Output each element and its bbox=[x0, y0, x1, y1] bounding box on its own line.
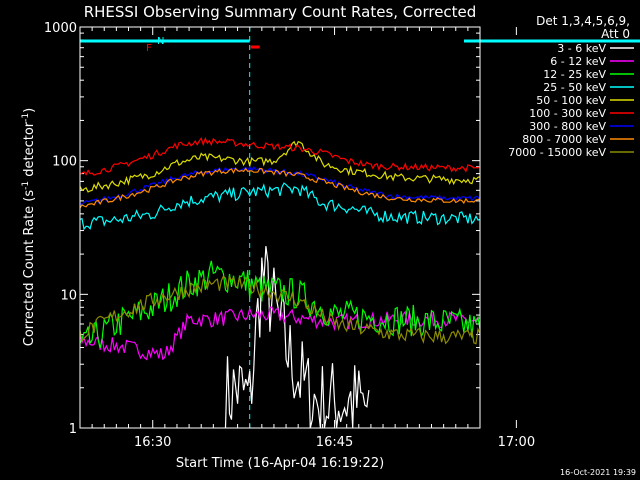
series-line-25-50-kev bbox=[79, 182, 481, 231]
detectors-label: Det 1,3,4,5,6,9, bbox=[536, 14, 630, 28]
timestamp: 16-Oct-2021 19:39 bbox=[560, 468, 636, 477]
series-line-7000-15000-kev bbox=[79, 274, 481, 345]
series-line-300-800-kev bbox=[79, 165, 481, 206]
series-line-800-7000-kev bbox=[79, 167, 481, 209]
y-tick-label: 1 bbox=[69, 422, 77, 437]
y-tick-label: 100 bbox=[52, 155, 77, 170]
y-tick-label: 1000 bbox=[44, 21, 77, 36]
legend-label: 100 - 300 keV bbox=[529, 107, 606, 120]
y-tick-labels: 1 10 100 1000 bbox=[44, 21, 77, 437]
series-line-6-12-kev bbox=[79, 306, 481, 361]
series-line-100-300-kev bbox=[79, 136, 481, 176]
legend-label: 800 - 7000 keV bbox=[522, 133, 606, 146]
series-line-3-6-kev bbox=[224, 246, 370, 429]
plot-layer bbox=[79, 27, 640, 429]
legend-label: 300 - 800 keV bbox=[529, 120, 606, 133]
legend-label: 50 - 100 keV bbox=[536, 94, 606, 107]
x-tick-label: 17:00 bbox=[498, 435, 535, 450]
series-line-50-100-kev bbox=[79, 140, 481, 193]
y-axis-label: Corrected Count Rate (s-1 detector-1) bbox=[21, 108, 37, 346]
legend-label: 7000 - 15000 keV bbox=[508, 146, 606, 159]
plot-frame bbox=[79, 26, 481, 429]
x-tick-label: 16:30 bbox=[134, 435, 171, 450]
series-line-12-25-kev bbox=[79, 260, 481, 349]
chart-title: RHESSI Observing Summary Count Rates, Co… bbox=[84, 3, 477, 21]
x-axis-label: Start Time (16-Apr-04 16:19:22) bbox=[176, 456, 384, 471]
legend-label: 12 - 25 keV bbox=[543, 68, 606, 81]
y-tick-label: 10 bbox=[60, 288, 77, 303]
legend-label: 25 - 50 keV bbox=[543, 81, 606, 94]
night-flag-label: N bbox=[157, 36, 164, 47]
x-tick-label: 16:45 bbox=[316, 435, 353, 450]
flare-flag-label: F bbox=[146, 43, 152, 54]
legend-label: 6 - 12 keV bbox=[550, 55, 606, 68]
legend-label: 3 - 6 keV bbox=[557, 42, 606, 55]
attenuator-label: Att 0 bbox=[601, 27, 630, 41]
